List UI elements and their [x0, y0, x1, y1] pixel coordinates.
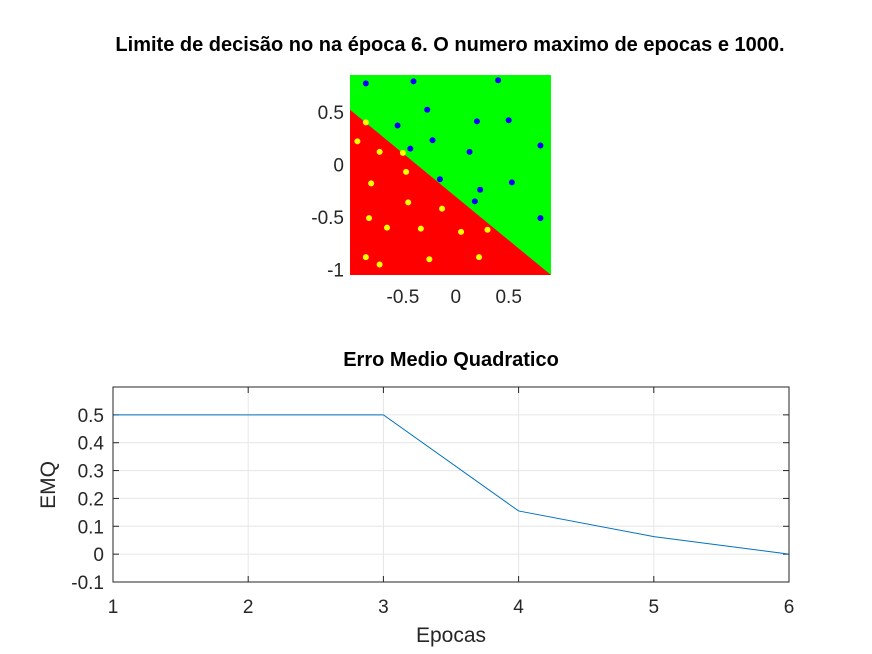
- decision-regions: [350, 75, 551, 275]
- point-class-blue: [407, 145, 414, 152]
- point-class-blue: [424, 106, 431, 113]
- point-class-yellow: [439, 205, 446, 212]
- mse-series-line: [113, 414, 790, 555]
- point-class-yellow: [403, 168, 410, 175]
- y-tick-label: 0.3: [78, 462, 104, 483]
- mse-plot-frame: [112, 386, 790, 583]
- point-class-yellow: [362, 119, 369, 126]
- decision-boundary-plot: Limite de decisão no na época 6. O numer…: [115, 34, 784, 308]
- point-class-yellow: [354, 138, 361, 145]
- x-tick-label: -0.5: [387, 287, 420, 308]
- point-class-yellow: [458, 228, 465, 235]
- point-class-yellow: [368, 180, 375, 187]
- x-tick-label: 3: [378, 597, 389, 618]
- mse-x-axis-label: Epocas: [416, 624, 486, 647]
- y-tick-label: 0.5: [318, 103, 344, 124]
- y-tick-label: -1: [327, 261, 344, 282]
- point-class-blue: [537, 215, 544, 222]
- point-class-blue: [508, 179, 515, 186]
- point-class-yellow: [484, 226, 491, 233]
- x-tick-label: 4: [513, 597, 524, 618]
- y-tick-label: 0.4: [78, 434, 105, 455]
- point-class-yellow: [366, 215, 373, 222]
- point-class-yellow: [476, 254, 483, 261]
- y-tick-label: 0: [93, 545, 104, 566]
- decision-axis-ticks: -0.5 0 0.5 -1 -0.5 0 0.5: [311, 103, 522, 308]
- x-tick-label: 5: [649, 597, 660, 618]
- point-class-blue: [473, 118, 480, 125]
- decision-points: [354, 77, 544, 268]
- point-class-blue: [436, 176, 443, 183]
- mse-axis-ticks: 1 2 3 4 5 6 -0.1 0 0.1 0.2 0.3 0.4 0.5: [71, 387, 794, 618]
- x-tick-label: 0: [451, 287, 462, 308]
- point-class-blue: [495, 77, 502, 84]
- point-class-yellow: [384, 224, 391, 231]
- point-class-yellow: [376, 261, 383, 268]
- mse-plot: Erro Medio Quadratico 1 2 3 4 5 6 -0.1 0 0.1 0.2 0…: [37, 349, 794, 647]
- point-class-blue: [505, 117, 512, 124]
- point-class-blue: [362, 80, 369, 87]
- point-class-blue: [477, 186, 484, 193]
- point-class-yellow: [405, 199, 412, 206]
- x-tick-label: 1: [108, 597, 119, 618]
- point-class-yellow: [399, 149, 406, 156]
- y-tick-label: 0.2: [78, 489, 104, 510]
- decision-plot-title: Limite de decisão no na época 6. O numer…: [115, 34, 784, 56]
- point-class-yellow: [362, 254, 369, 261]
- point-class-blue: [410, 78, 417, 85]
- y-tick-label: -0.1: [71, 573, 104, 594]
- point-class-blue: [537, 142, 544, 149]
- y-tick-label: 0: [333, 155, 344, 176]
- point-class-blue: [466, 148, 473, 155]
- y-tick-label: 0.5: [78, 406, 104, 427]
- point-class-blue: [394, 122, 401, 129]
- y-tick-label: 0.1: [78, 517, 104, 538]
- mse-plot-title: Erro Medio Quadratico: [343, 349, 559, 371]
- x-tick-label: 0.5: [495, 287, 521, 308]
- mse-y-axis-label: EMQ: [37, 461, 60, 509]
- point-class-blue: [471, 198, 478, 205]
- region-lower: [350, 109, 551, 275]
- point-class-yellow: [376, 148, 383, 155]
- point-class-yellow: [426, 256, 433, 263]
- y-tick-label: -0.5: [311, 208, 344, 229]
- point-class-blue: [429, 137, 436, 144]
- mse-plot-area: [113, 387, 789, 582]
- x-tick-label: 2: [243, 597, 254, 618]
- point-class-yellow: [417, 225, 424, 232]
- x-tick-label: 6: [784, 597, 795, 618]
